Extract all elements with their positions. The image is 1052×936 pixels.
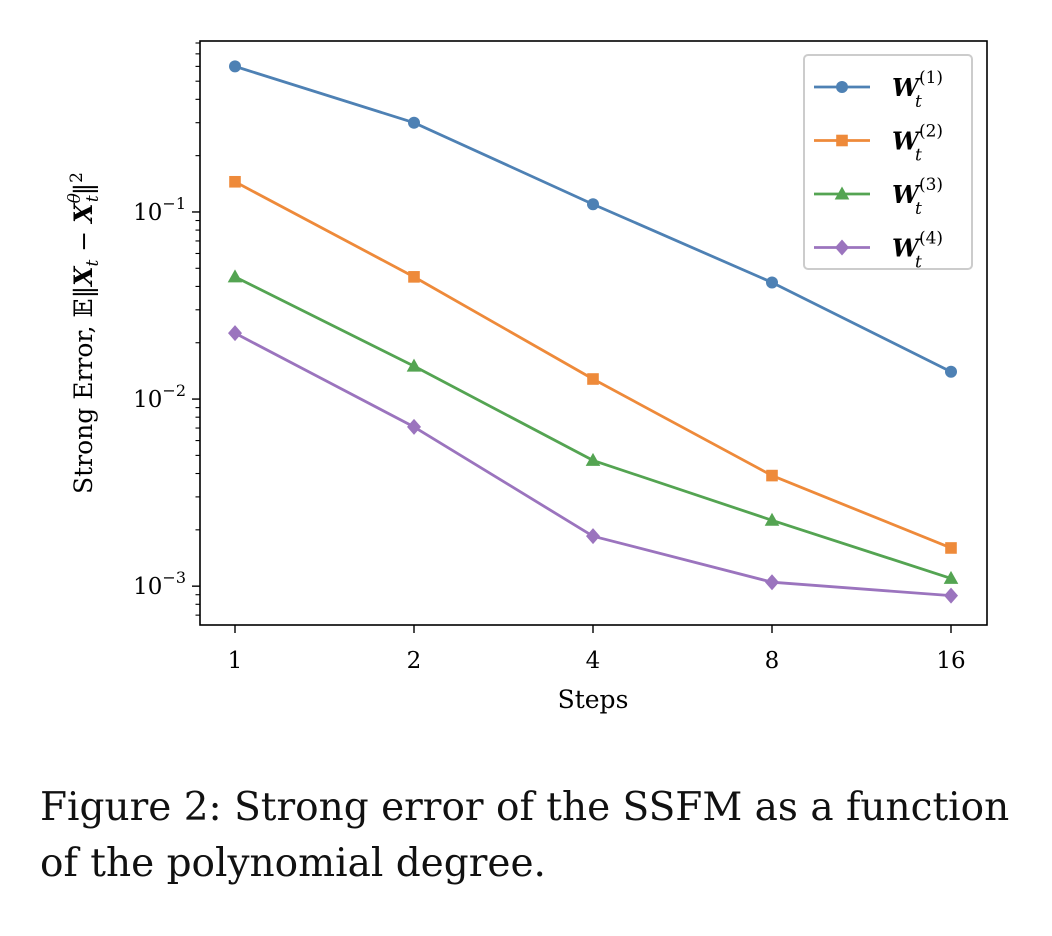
data-point-square [587,373,599,385]
legend-marker-diamond [835,239,849,256]
legend-label: W(3) t [892,175,943,219]
data-point-triangle [943,570,959,584]
y-tick-label: 10−2 [133,381,186,413]
legend-marker-circle [836,81,848,93]
data-point-circle [587,198,599,211]
data-point-square [408,271,420,283]
x-tick-label: 1 [228,648,243,674]
legend-box [803,54,973,270]
data-point-square [229,175,241,188]
figure-caption: Figure 2: Strong error of the SSFM as a … [40,785,1010,886]
data-point-diamond [586,528,600,545]
legend-entry: W(2) t [814,122,943,166]
legend-label: W(1) t [892,68,943,112]
x-tick-label: 2 [407,648,422,674]
data-point-square [766,469,778,482]
series-3 [227,269,959,584]
data-point-square [945,542,957,554]
legend-entry: W(3) t [814,175,943,219]
legend-entry: W(4) t [814,229,943,273]
x-tick-label: 8 [765,648,780,674]
strong-error-chart: 1 2 4 8 16 10−1 10−2 10−3 Steps Strong Error, 𝔼… [65,40,988,714]
legend-label: W(2) t [892,122,943,166]
series-1 [229,60,957,378]
data-point-diamond [228,325,242,342]
x-axis-label: Steps [558,685,629,714]
legend-marker-square [836,134,848,147]
x-tick-label: 4 [586,648,601,674]
data-point-circle [766,276,778,289]
data-point-circle [945,365,957,378]
x-tick-label: 16 [936,648,965,674]
legend-marker-triangle [834,186,850,200]
data-point-diamond [944,587,958,604]
data-point-circle [229,60,241,73]
y-tick-label: 10−3 [133,568,186,600]
legend-label: W(4) t [892,229,943,273]
data-point-diamond [407,418,421,435]
data-point-triangle [585,452,601,466]
legend: W(1) t W(2) t W(3) t W(4) t [803,54,973,273]
y-axis-label: Strong Error, 𝔼‖Xt − Xθt‖2 [65,172,103,494]
data-point-triangle [764,512,780,526]
data-point-triangle [227,269,243,283]
legend-entry: W(1) t [814,68,943,112]
y-tick-label: 10−1 [133,194,186,226]
data-point-triangle [406,358,422,372]
axis-ticks: 1 2 4 8 16 10−1 10−2 10−3 [133,42,966,674]
data-point-diamond [765,574,779,591]
series-2 [229,175,957,554]
series-4 [228,325,958,604]
plot-area [227,60,959,604]
data-point-circle [408,116,420,129]
